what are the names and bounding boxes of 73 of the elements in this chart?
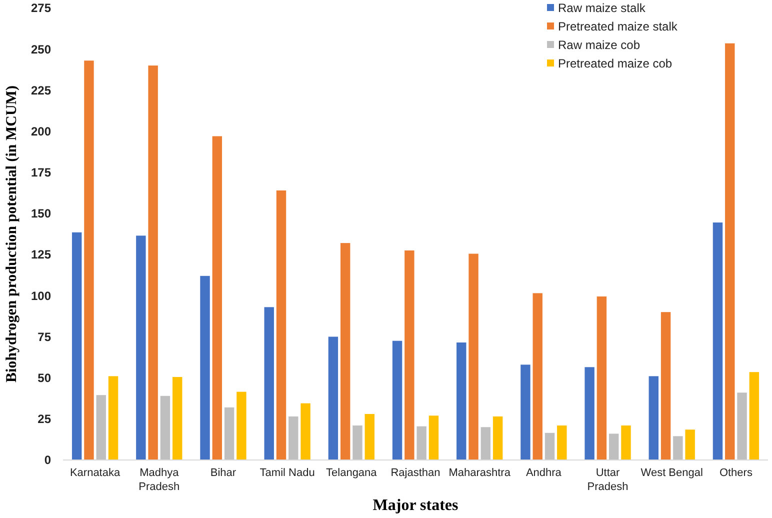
bar	[84, 60, 94, 460]
bar	[136, 236, 146, 460]
bar	[236, 392, 246, 460]
bar	[621, 425, 631, 460]
x-tick-label: West Bengal	[640, 467, 703, 479]
x-tick-label: Karnataka	[70, 467, 121, 479]
bar	[72, 232, 82, 460]
y-tick-label: 75	[38, 330, 52, 344]
bar	[200, 276, 210, 460]
bar	[520, 364, 530, 460]
bar	[584, 367, 594, 460]
bar	[737, 392, 747, 460]
bar	[480, 427, 491, 460]
y-tick-label: 0	[44, 453, 52, 468]
x-tick-label: Rajasthan	[390, 467, 440, 479]
legend-label: Raw maize stalk	[558, 1, 646, 16]
bar	[685, 430, 695, 460]
bar	[300, 403, 310, 460]
bar	[492, 416, 503, 460]
bar	[660, 312, 671, 460]
bar	[328, 336, 338, 460]
legend-label: Pretreated maize stalk	[558, 20, 678, 34]
x-tick-label: Telangana	[326, 467, 378, 479]
y-tick-label: 25	[38, 412, 52, 426]
y-tick-label: 125	[30, 248, 52, 262]
bar	[264, 307, 274, 460]
bar	[148, 66, 158, 460]
bar	[532, 293, 542, 460]
y-tick-label: 175	[30, 166, 52, 180]
y-tick-label: 150	[30, 206, 52, 221]
x-axis-title: Major states	[372, 497, 458, 514]
y-tick-label: 225	[30, 83, 52, 98]
bar	[608, 434, 619, 460]
bar	[160, 396, 170, 460]
bar	[224, 407, 234, 460]
y-tick-label: 250	[30, 42, 52, 56]
x-tick-label: Others	[719, 467, 753, 479]
bar	[468, 254, 478, 460]
bar	[712, 222, 723, 460]
bar	[428, 416, 439, 460]
bar	[673, 436, 683, 460]
bar	[544, 432, 555, 460]
bar	[725, 43, 735, 460]
bar	[172, 376, 182, 460]
y-tick-label: 275	[30, 1, 52, 16]
bar	[557, 425, 567, 460]
bar	[392, 340, 402, 460]
bar	[276, 190, 286, 460]
x-tick-label: Bihar	[210, 467, 236, 479]
y-tick-label: 100	[30, 288, 52, 303]
y-tick-label: 200	[30, 124, 52, 138]
bar	[416, 426, 426, 460]
bar	[596, 296, 607, 460]
bar	[340, 243, 350, 460]
legend-label: Raw maize cob	[558, 38, 640, 52]
bar	[456, 342, 466, 460]
bar	[648, 376, 659, 460]
x-tick-label: Uttar Pradesh	[587, 467, 628, 493]
legend-label: Pretreated maize cob	[558, 56, 672, 71]
bar	[352, 425, 362, 460]
bar	[212, 136, 222, 460]
bar	[404, 250, 414, 460]
x-tick-label: Andhra	[526, 467, 562, 479]
x-tick-label: Madhya Pradesh	[138, 467, 180, 493]
bar	[749, 372, 760, 460]
y-tick-label: 50	[38, 371, 52, 386]
bar	[364, 414, 374, 460]
bar	[108, 376, 118, 460]
bar	[96, 395, 106, 460]
x-tick-label: Maharashtra	[448, 467, 512, 479]
x-tick-label: Tamil Nadu	[260, 467, 315, 479]
y-axis-title: Biohydrogen production potential (in MCUM)	[4, 86, 20, 382]
bar	[288, 416, 298, 460]
